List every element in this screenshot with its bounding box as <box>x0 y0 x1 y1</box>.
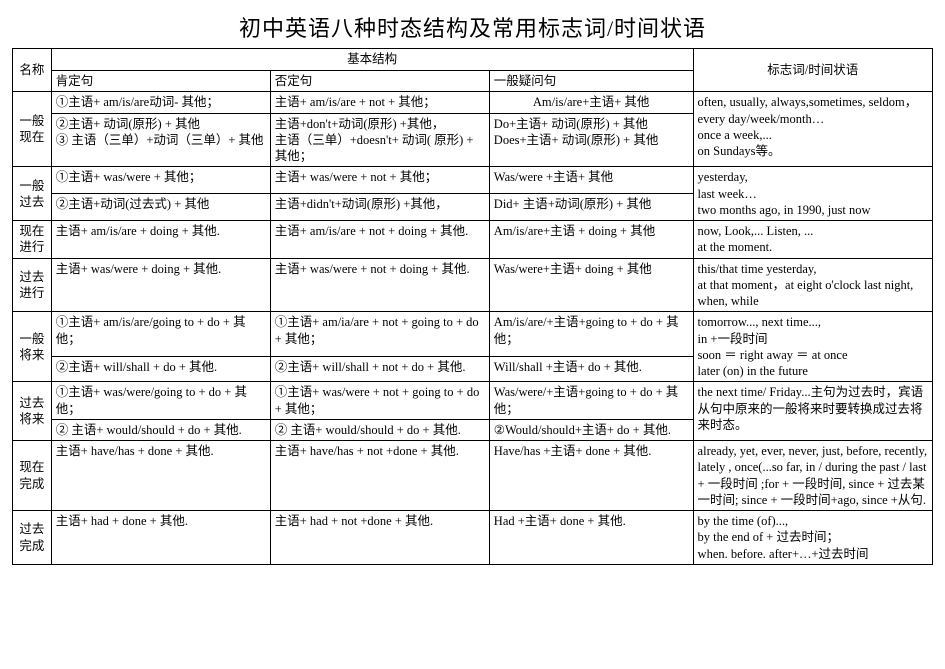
cell-marker: already, yet, ever, never, just, before,… <box>693 441 932 511</box>
table-row: 一般现在 ①主语+ am/is/are动词- 其他； 主语+ am/is/are… <box>13 92 933 113</box>
cell-neg: 主语+ am/is/are + not + doing + 其他. <box>270 221 489 259</box>
tense-name: 一般将来 <box>13 312 52 382</box>
cell-aff: ② 主语+ would/should + do + 其他. <box>51 419 270 440</box>
cell-aff: 主语+ have/has + done + 其他. <box>51 441 270 511</box>
cell-q: Have/has +主语+ done + 其他. <box>489 441 693 511</box>
cell-neg: 主语+ was/were + not + 其他； <box>270 167 489 194</box>
cell-aff: ②主语+动词(过去式) + 其他 <box>51 194 270 221</box>
table-header-row: 名称 基本结构 标志词/时间状语 <box>13 48 933 70</box>
tense-table: 名称 基本结构 标志词/时间状语 肯定句 否定句 一般疑问句 一般现在 ①主语+… <box>12 48 933 565</box>
cell-aff: ①主语+ was/were/going to + do + 其他； <box>51 382 270 420</box>
cell-q: Will/shall +主语+ do + 其他. <box>489 357 693 382</box>
cell-aff: 主语+ had + done + 其他. <box>51 511 270 565</box>
cell-aff: ②主语+ 动词(原形) + 其他③ 主语（三单）+动词（三单）+ 其他 <box>51 113 270 167</box>
tense-name: 现在完成 <box>13 441 52 511</box>
col-name-header: 名称 <box>13 48 52 92</box>
cell-q: Do+主语+ 动词(原形) + 其他Does+主语+ 动词(原形) + 其他 <box>489 113 693 167</box>
cell-neg: ②主语+ will/shall + not + do + 其他. <box>270 357 489 382</box>
tense-name: 过去完成 <box>13 511 52 565</box>
cell-marker: by the time (of)..., by the end of + 过去时… <box>693 511 932 565</box>
cell-aff: 主语+ was/were + doing + 其他. <box>51 258 270 312</box>
cell-aff: ①主语+ was/were + 其他； <box>51 167 270 194</box>
cell-neg: ①主语+ was/were + not + going to + do + 其他… <box>270 382 489 420</box>
cell-neg: ② 主语+ would/should + do + 其他. <box>270 419 489 440</box>
table-row: 一般过去 ①主语+ was/were + 其他； 主语+ was/were + … <box>13 167 933 194</box>
table-row: 过去进行 主语+ was/were + doing + 其他. 主语+ was/… <box>13 258 933 312</box>
tense-name: 过去将来 <box>13 382 52 441</box>
col-marker-header: 标志词/时间状语 <box>693 48 932 92</box>
cell-q: Am/is/are+主语 + doing + 其他 <box>489 221 693 259</box>
cell-neg: 主语+ had + not +done + 其他. <box>270 511 489 565</box>
cell-aff: ②主语+ will/shall + do + 其他. <box>51 357 270 382</box>
cell-q: Am/is/are/+主语+going to + do + 其他； <box>489 312 693 357</box>
table-row: 一般将来 ①主语+ am/is/are/going to + do + 其他； … <box>13 312 933 357</box>
page-title: 初中英语八种时态结构及常用标志词/时间状语 <box>12 14 933 44</box>
tense-name: 过去进行 <box>13 258 52 312</box>
tense-name: 一般现在 <box>13 92 52 167</box>
cell-neg: 主语+don't+动词(原形) +其他，主语（三单）+doesn't+ 动词( … <box>270 113 489 167</box>
col-q-header: 一般疑问句 <box>489 70 693 92</box>
table-row: 过去完成 主语+ had + done + 其他. 主语+ had + not … <box>13 511 933 565</box>
cell-marker: often, usually, always,sometimes, seldom… <box>693 92 932 167</box>
cell-neg: 主语+ was/were + not + doing + 其他. <box>270 258 489 312</box>
cell-marker: tomorrow..., next time...,in +一段时间soon ＝… <box>693 312 932 382</box>
cell-neg: 主语+ have/has + not +done + 其他. <box>270 441 489 511</box>
cell-neg: 主语+didn't+动词(原形) +其他， <box>270 194 489 221</box>
cell-neg: 主语+ am/is/are + not + 其他； <box>270 92 489 113</box>
cell-q: Was/were +主语+ 其他 <box>489 167 693 194</box>
table-row: 现在完成 主语+ have/has + done + 其他. 主语+ have/… <box>13 441 933 511</box>
cell-marker: this/that time yesterday, at that moment… <box>693 258 932 312</box>
cell-q: Had +主语+ done + 其他. <box>489 511 693 565</box>
table-row: 过去将来 ①主语+ was/were/going to + do + 其他； ①… <box>13 382 933 420</box>
cell-q: Was/were/+主语+going to + do + 其他； <box>489 382 693 420</box>
table-row: 现在进行 主语+ am/is/are + doing + 其他. 主语+ am/… <box>13 221 933 259</box>
cell-q: ②Would/should+主语+ do + 其他. <box>489 419 693 440</box>
cell-neg: ①主语+ am/ia/are + not + going to + do + 其… <box>270 312 489 357</box>
cell-marker: now, Look,... Listen, ...at the moment. <box>693 221 932 259</box>
cell-aff: 主语+ am/is/are + doing + 其他. <box>51 221 270 259</box>
cell-aff: ①主语+ am/is/are动词- 其他； <box>51 92 270 113</box>
cell-q: Am/is/are+主语+ 其他 <box>489 92 693 113</box>
cell-marker: yesterday,last week…two months ago, in 1… <box>693 167 932 221</box>
cell-q: Was/were+主语+ doing + 其他 <box>489 258 693 312</box>
cell-aff: ①主语+ am/is/are/going to + do + 其他； <box>51 312 270 357</box>
col-aff-header: 肯定句 <box>51 70 270 92</box>
tense-name: 现在进行 <box>13 221 52 259</box>
col-neg-header: 否定句 <box>270 70 489 92</box>
col-basic-header: 基本结构 <box>51 48 693 70</box>
cell-marker: the next time/ Friday...主句为过去时，宾语从句中原来的一… <box>693 382 932 441</box>
cell-q: Did+ 主语+动词(原形) + 其他 <box>489 194 693 221</box>
tense-name: 一般过去 <box>13 167 52 221</box>
